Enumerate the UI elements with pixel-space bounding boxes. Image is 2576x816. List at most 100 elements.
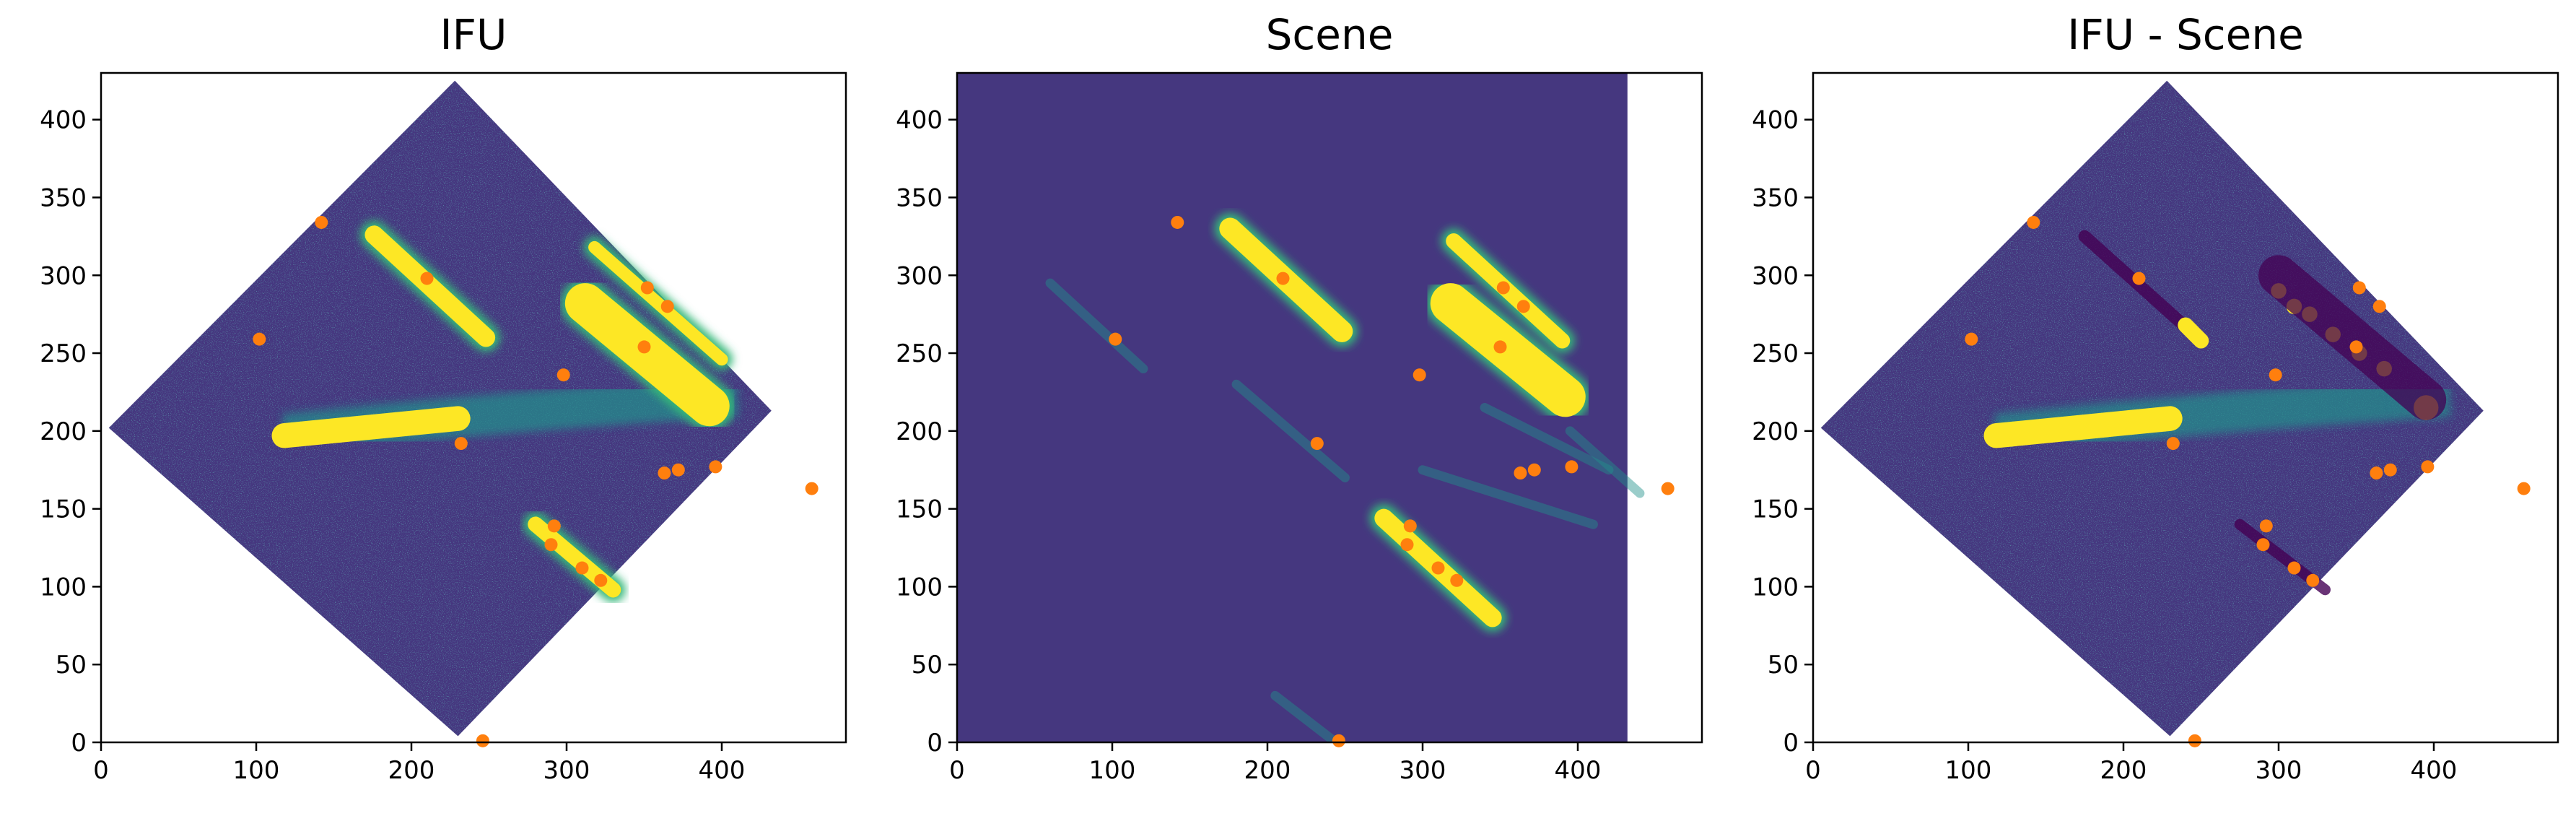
panel-1: 0 100 200 300 400 0 50 100 150 200 250 300 350 400 xyxy=(40,71,847,785)
marker-point xyxy=(2259,519,2273,533)
x-tick-label: 300 xyxy=(543,756,590,785)
marker-point xyxy=(547,519,561,533)
axes-frame xyxy=(1812,71,2559,744)
y-tick-label: 350 xyxy=(40,183,87,212)
x-tick-label: 400 xyxy=(1555,756,1602,785)
marker-point xyxy=(1493,340,1507,354)
y-tick-label: 150 xyxy=(40,495,87,524)
x-tick-label: 300 xyxy=(1400,756,1446,785)
marker-point xyxy=(1514,466,1527,480)
marker-point xyxy=(709,460,722,474)
y-tick-label: 250 xyxy=(896,339,943,368)
marker-point xyxy=(1450,573,1464,587)
y-tick-label: 0 xyxy=(71,729,87,758)
x-tick-label: 400 xyxy=(699,756,746,785)
marker-point xyxy=(1661,482,1675,495)
marker-point xyxy=(2370,466,2383,480)
x-tick-label: 200 xyxy=(2100,756,2147,785)
marker-point xyxy=(660,300,674,313)
streak xyxy=(1430,283,1586,417)
x-tick-label: 100 xyxy=(1089,756,1136,785)
scene-image xyxy=(957,73,1628,742)
marker-point xyxy=(2372,300,2386,313)
marker-point xyxy=(637,340,651,354)
y-tick-label: 100 xyxy=(1752,573,1799,602)
y-tick-label: 50 xyxy=(912,651,943,680)
marker-point xyxy=(805,482,818,495)
marker-point xyxy=(1496,281,1510,295)
marker-point xyxy=(671,463,685,477)
y-tick-label: 150 xyxy=(896,495,943,524)
y-tick-label: 100 xyxy=(896,573,943,602)
marker-point xyxy=(2027,215,2040,229)
panel-title-scene: Scene xyxy=(1265,10,1394,59)
y-tick-label: 50 xyxy=(56,651,87,680)
marker-point xyxy=(1965,332,1978,346)
streak xyxy=(564,283,730,427)
panel-3: 0 100 200 300 400 0 50 100 150 200 250 300 350 400 xyxy=(1752,71,2559,785)
x-tick-label: 0 xyxy=(949,756,965,785)
x-tick-label: 200 xyxy=(1244,756,1291,785)
axes-frame xyxy=(100,71,847,744)
marker-point xyxy=(1403,519,1417,533)
panel-title-ifu: IFU xyxy=(440,10,507,59)
marker-point xyxy=(2421,460,2435,474)
axes-frame xyxy=(956,71,1703,744)
y-tick-label: 400 xyxy=(40,106,87,135)
marker-point xyxy=(544,538,558,552)
panel-title-residual: IFU - Scene xyxy=(2067,10,2304,59)
marker-point xyxy=(2517,482,2531,495)
marker-point xyxy=(1431,561,1445,575)
marker-point xyxy=(1171,215,1184,229)
marker-point xyxy=(1565,460,1579,474)
marker-point xyxy=(1527,463,1541,477)
y-tick-label: 250 xyxy=(40,339,87,368)
marker-point xyxy=(556,368,570,382)
marker-point xyxy=(2269,368,2282,382)
y-tick-label: 250 xyxy=(1752,339,1799,368)
y-tick-label: 200 xyxy=(896,417,943,446)
y-tick-label: 350 xyxy=(896,183,943,212)
x-tick-label: 400 xyxy=(2411,756,2458,785)
streak xyxy=(1045,278,1148,374)
y-tick-label: 300 xyxy=(1752,261,1799,290)
marker-point xyxy=(2349,340,2363,354)
marker-point xyxy=(1310,437,1324,451)
marker-point xyxy=(640,281,654,295)
x-tick-label: 100 xyxy=(233,756,280,785)
streak xyxy=(271,406,471,448)
y-tick-label: 100 xyxy=(40,573,87,602)
y-tick-label: 300 xyxy=(896,261,943,290)
marker-point xyxy=(315,215,328,229)
marker-point xyxy=(454,437,468,451)
marker-point xyxy=(1413,368,1426,382)
streak xyxy=(588,240,728,366)
marker-point xyxy=(1276,272,1290,285)
marker-point xyxy=(658,466,671,480)
marker-point xyxy=(2352,281,2366,295)
y-tick-label: 300 xyxy=(40,261,87,290)
marker-point xyxy=(594,573,608,587)
x-tick-label: 200 xyxy=(388,756,435,785)
x-tick-label: 100 xyxy=(1945,756,1992,785)
marker-point xyxy=(575,561,589,575)
marker-point xyxy=(476,734,489,747)
marker-point xyxy=(253,332,266,346)
streak xyxy=(1565,426,1645,498)
y-tick-label: 50 xyxy=(1768,651,1799,680)
streak xyxy=(1418,465,1598,529)
x-tick-label: 0 xyxy=(1805,756,1821,785)
panel-2: 0 100 200 300 400 0 50 100 150 200 250 300 350 400 xyxy=(896,71,1703,785)
marker-point xyxy=(2132,272,2146,285)
marker-point xyxy=(2383,463,2397,477)
y-tick-label: 400 xyxy=(896,106,943,135)
marker-point xyxy=(1332,734,1345,747)
streak xyxy=(2178,317,2209,349)
y-tick-label: 0 xyxy=(1783,729,1799,758)
marker-point xyxy=(2256,538,2270,552)
streak xyxy=(1983,406,2183,448)
marker-point xyxy=(2287,561,2301,575)
x-tick-label: 0 xyxy=(93,756,109,785)
